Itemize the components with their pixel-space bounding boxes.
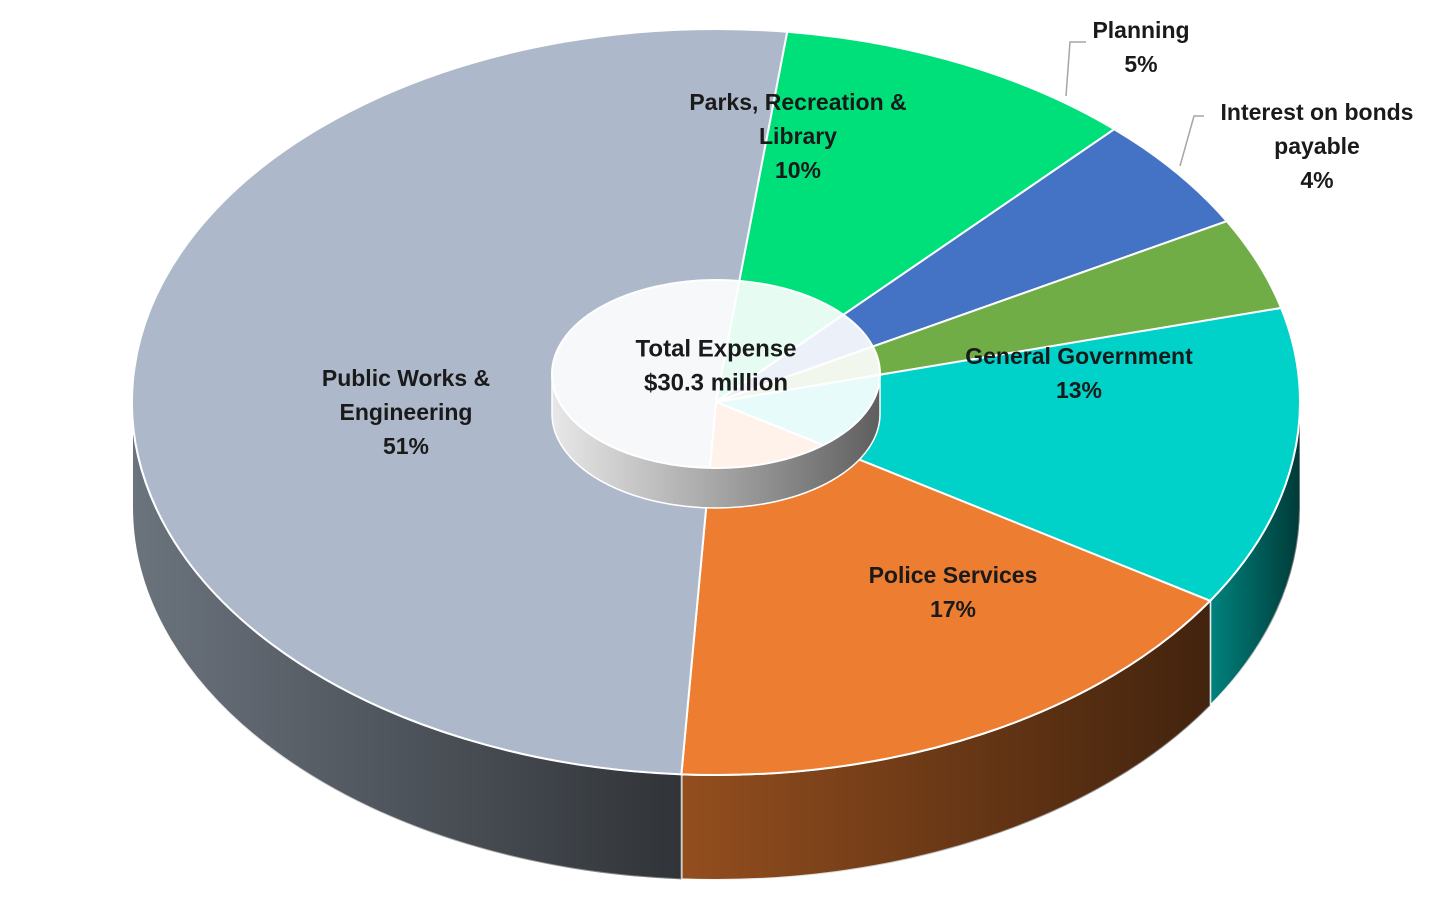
leader-line-2	[1179, 115, 1204, 167]
slice-label-1: Planning 5%	[1092, 17, 1189, 77]
slice-pct-label: 4%	[1300, 167, 1333, 193]
center-label-line: Total Expense	[636, 335, 797, 362]
slice-pct-label: 17%	[930, 596, 976, 622]
slice-labels: Parks, Recreation & Library 10% Planning 5% I…	[322, 17, 1414, 622]
slice-side-shade-5	[132, 402, 682, 880]
slice-label-0: Parks, Recreation & Library 10%	[689, 89, 906, 183]
slice-label-text: General Government	[965, 343, 1193, 369]
slice-label-text: Parks, Recreation &	[689, 89, 906, 115]
slice-pct-label: 5%	[1124, 51, 1157, 77]
hole-top	[551, 279, 881, 469]
slice-pct-label: 51%	[383, 433, 429, 459]
leader-line-1	[1065, 41, 1086, 97]
leader-lines	[1065, 41, 1204, 167]
slice-pct-label: 10%	[775, 157, 821, 183]
slice-side-shade-4	[681, 600, 1211, 880]
slice-label-2: Interest on bonds payable 4%	[1221, 99, 1414, 193]
slice-side-shade-3	[1210, 402, 1300, 706]
center-label-line: $30.3 million	[644, 369, 788, 396]
slice-label-text: payable	[1274, 133, 1360, 159]
slice-label-text: Planning	[1092, 17, 1189, 43]
slice-label-5: Public Works & Engineering 51%	[322, 365, 490, 459]
slice-5	[130, 28, 789, 776]
slice-label-text: Engineering	[340, 399, 473, 425]
slice-label-3: General Government 13%	[965, 343, 1193, 403]
slice-pct-label: 13%	[1056, 377, 1102, 403]
slice-label-text: Public Works &	[322, 365, 490, 391]
slice-label-text: Police Services	[869, 562, 1038, 588]
slice-label-text: Library	[759, 123, 837, 149]
slice-label-text: Interest on bonds	[1221, 99, 1414, 125]
slice-4	[680, 400, 1212, 776]
donut-hole	[551, 279, 881, 509]
slice-label-4: Police Services 17%	[869, 562, 1038, 622]
center-label: Total Expense $30.3 million	[636, 335, 797, 396]
